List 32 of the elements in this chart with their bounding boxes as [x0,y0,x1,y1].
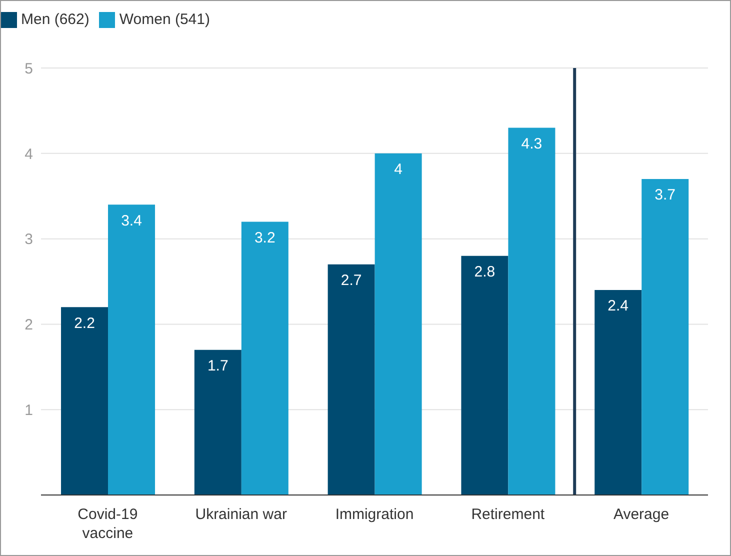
bar [194,350,242,495]
bar [508,128,556,495]
legend-label: Women (541) [119,11,210,28]
bar [61,307,108,495]
y-tick-label: 4 [24,146,33,163]
bar [241,222,288,495]
y-tick-label: 1 [24,402,33,419]
x-tick-label: Retirement [471,506,546,523]
bar [108,204,156,495]
data-label: 3.2 [254,229,276,246]
bar [461,256,508,495]
data-label: 1.7 [207,357,228,374]
data-label: 4 [394,161,402,178]
x-tick-label: Covid-19 vaccine [78,506,138,542]
bar [374,153,422,495]
y-tick-label: 3 [24,231,33,248]
data-label: 4.3 [521,135,542,152]
data-label: 2.2 [74,314,95,332]
x-tick-label: Average [613,506,670,523]
data-label: 2.4 [608,298,629,315]
bar [594,290,642,495]
y-tick-label: 5 [24,60,33,78]
data-label: 2.8 [474,264,496,281]
data-label: 3.4 [121,212,142,230]
bar [328,264,375,495]
data-label: 2.7 [340,272,362,290]
x-tick-label: Immigration [335,506,414,523]
data-label: 3.7 [654,186,676,204]
x-tick-label: Ukrainian war [195,506,287,523]
legend-label: Men (662) [21,11,90,28]
y-tick-label: 2 [24,316,33,334]
bar [642,179,689,495]
